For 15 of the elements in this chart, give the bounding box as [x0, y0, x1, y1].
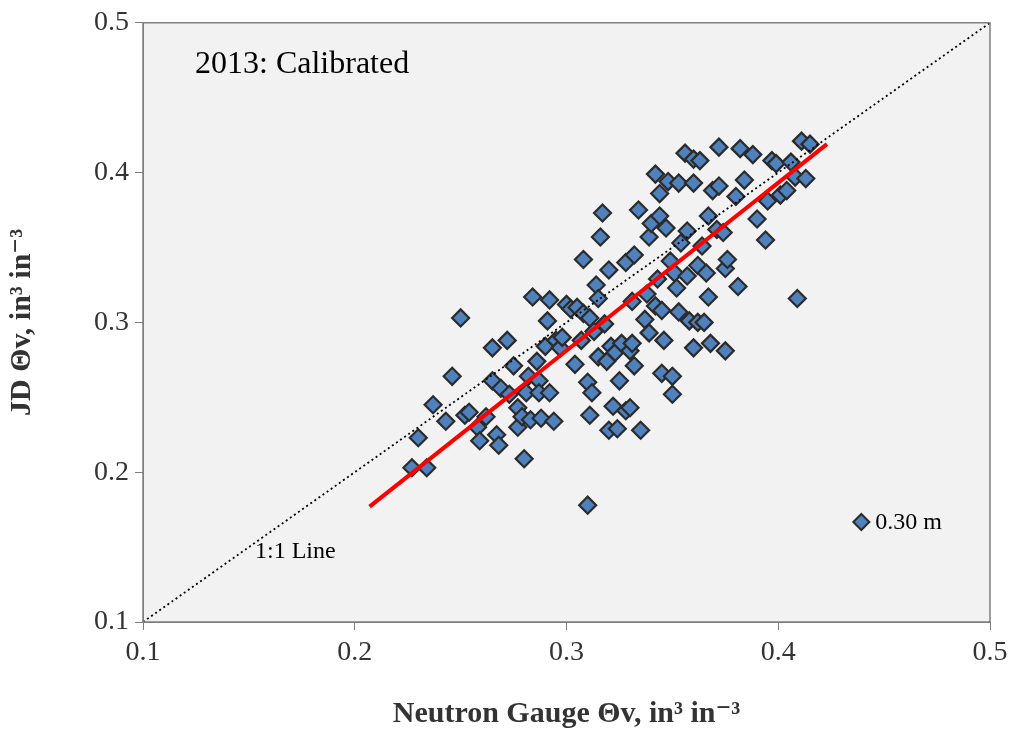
y-tick-label: 0.1	[94, 604, 129, 636]
x-tick-label: 0.3	[549, 635, 584, 667]
annotation: 1:1 Line	[255, 537, 336, 564]
x-tick-label: 0.1	[125, 635, 161, 667]
x-tick-label: 0.5	[972, 635, 1008, 667]
x-tick-label: 0.2	[337, 635, 373, 667]
x-tick-label: 0.4	[760, 635, 796, 667]
y-tick-label: 0.2	[94, 454, 129, 486]
x-axis-title: Neutron Gauge Θv, in³ in⁻³	[392, 694, 741, 728]
annotation: 2013: Calibrated	[195, 44, 410, 81]
y-tick-label: 0.5	[94, 5, 129, 37]
y-tick-label: 0.4	[94, 154, 129, 186]
y-axis-title: JD Θv, in³ in⁻³	[2, 228, 36, 417]
legend-label: 0.30 m	[875, 508, 943, 535]
y-tick-label: 0.3	[94, 304, 129, 336]
